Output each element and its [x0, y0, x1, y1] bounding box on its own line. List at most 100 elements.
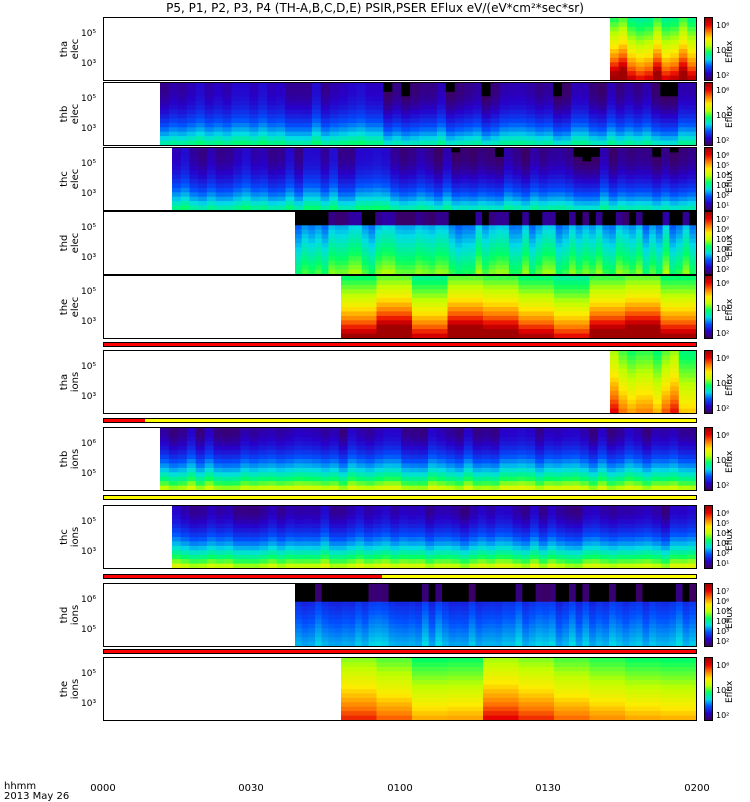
spectrogram-cell: [482, 459, 492, 464]
spectrogram-cell: [554, 298, 590, 303]
spectrogram-cell: [607, 96, 617, 101]
spectrogram-cell: [437, 123, 447, 128]
spectrogram-cell: [678, 455, 688, 460]
spectrogram-cell: [232, 101, 242, 106]
spectrogram-cell: [678, 96, 688, 101]
spectrogram-cell: [349, 624, 356, 629]
spectrogram-cell: [642, 132, 652, 137]
spectrogram-cell: [342, 588, 349, 593]
spectrogram-cell: [348, 463, 358, 468]
spectrogram-cell: [600, 519, 609, 524]
spectrogram-cell: [598, 432, 608, 437]
spectrogram-cell: [598, 105, 608, 110]
spectrogram-cell: [390, 183, 399, 188]
spectrogram-cell: [565, 148, 574, 153]
spectrogram-cell: [249, 96, 258, 101]
spectrogram-cell: [643, 261, 650, 266]
spectrogram-cell: [442, 234, 449, 239]
spectrogram-cell: [460, 541, 469, 546]
spectrogram-cell: [536, 225, 543, 230]
spectrogram-cell: [383, 127, 393, 132]
spectrogram-cell: [409, 602, 416, 607]
spectrogram-cell: [687, 197, 696, 202]
spectrogram-cell: [609, 225, 616, 230]
spectrogram-cell: [428, 428, 438, 433]
spectrogram-cell: [169, 101, 179, 106]
spectrogram-cell: [539, 559, 548, 564]
spectrogram-cell: [554, 311, 590, 316]
spectrogram-cell: [504, 515, 513, 520]
spectrogram-cell: [644, 206, 653, 210]
spectrogram-cell: [683, 216, 690, 221]
spectrogram-cell: [355, 524, 364, 529]
spectrogram-cell: [452, 528, 461, 533]
spectrogram-cell: [338, 175, 347, 180]
spectrogram-cell: [589, 455, 599, 460]
spectrogram-cell: [308, 221, 315, 226]
spectrogram-cell: [517, 141, 527, 145]
spectrogram-cell: [224, 170, 233, 175]
spectrogram-cell: [687, 463, 696, 468]
spectrogram-cell: [455, 136, 465, 141]
spectrogram-cell: [389, 212, 396, 217]
spectrogram-cell: [626, 170, 635, 175]
spectrogram-cell: [330, 441, 340, 446]
spectrogram-cell: [469, 166, 478, 171]
spectrogram-cell: [556, 216, 563, 221]
spectrogram-cell: [634, 123, 644, 128]
spectrogram-cell: [574, 559, 583, 564]
spectrogram-cell: [539, 179, 548, 184]
spectrogram-cell: [591, 166, 600, 171]
spectrogram-cell: [312, 170, 321, 175]
spectrogram-cell: [583, 555, 592, 560]
spectrogram-cell: [651, 123, 661, 128]
spectrogram-cell: [644, 58, 653, 63]
spectrogram-cell: [383, 463, 393, 468]
spectrogram-cell: [513, 546, 522, 551]
spectrogram-cell: [178, 468, 188, 473]
spectrogram-cell: [285, 446, 295, 451]
spectrogram-cell: [321, 455, 331, 460]
spectrogram-cell: [375, 624, 382, 629]
spectrogram-cell: [419, 463, 429, 468]
spectrogram-cell: [232, 105, 242, 110]
spectrogram-cell: [679, 22, 688, 27]
spectrogram-cell: [401, 127, 411, 132]
spectrogram-cell: [609, 524, 618, 529]
spectrogram-cell: [627, 404, 636, 409]
spectrogram-cell: [521, 192, 530, 197]
spectrogram-cell: [338, 519, 347, 524]
spectrogram-cell: [169, 127, 179, 132]
spectrogram-cell: [308, 239, 315, 244]
spectrogram-cell: [580, 486, 590, 490]
spectrogram-cell: [373, 510, 382, 515]
spectrogram-cell: [375, 642, 382, 646]
spectrogram-cell: [295, 216, 302, 221]
spectrogram-cell: [651, 114, 661, 119]
spectrogram-cell: [635, 188, 644, 193]
spectrogram-cell: [172, 206, 181, 210]
spectrogram-cell: [679, 373, 688, 378]
spectrogram-cell: [626, 524, 635, 529]
spectrogram-cell: [670, 188, 679, 193]
spectrogram-cell: [495, 510, 504, 515]
spectrogram-cell: [473, 481, 483, 486]
spectrogram-cell: [548, 546, 557, 551]
spectrogram-cell: [160, 446, 170, 451]
spectrogram-cell: [495, 550, 504, 555]
spectrogram-cell: [530, 510, 539, 515]
spectrogram-cell: [312, 148, 321, 153]
spectrogram-cell: [583, 519, 592, 524]
spectrogram-cell: [417, 170, 426, 175]
spectrogram-cell: [642, 87, 652, 92]
spectrogram-cell: [338, 197, 347, 202]
spectrogram-cell: [455, 450, 465, 455]
spectrogram-cell: [259, 519, 268, 524]
spectrogram-cell: [312, 455, 322, 460]
spectrogram-cell: [660, 127, 670, 132]
spectrogram-cell: [687, 510, 696, 515]
spectrogram-cell: [294, 118, 304, 123]
spectrogram-cell: [374, 101, 384, 106]
spectrogram-cell: [642, 441, 652, 446]
spectrogram-cell: [576, 225, 583, 230]
